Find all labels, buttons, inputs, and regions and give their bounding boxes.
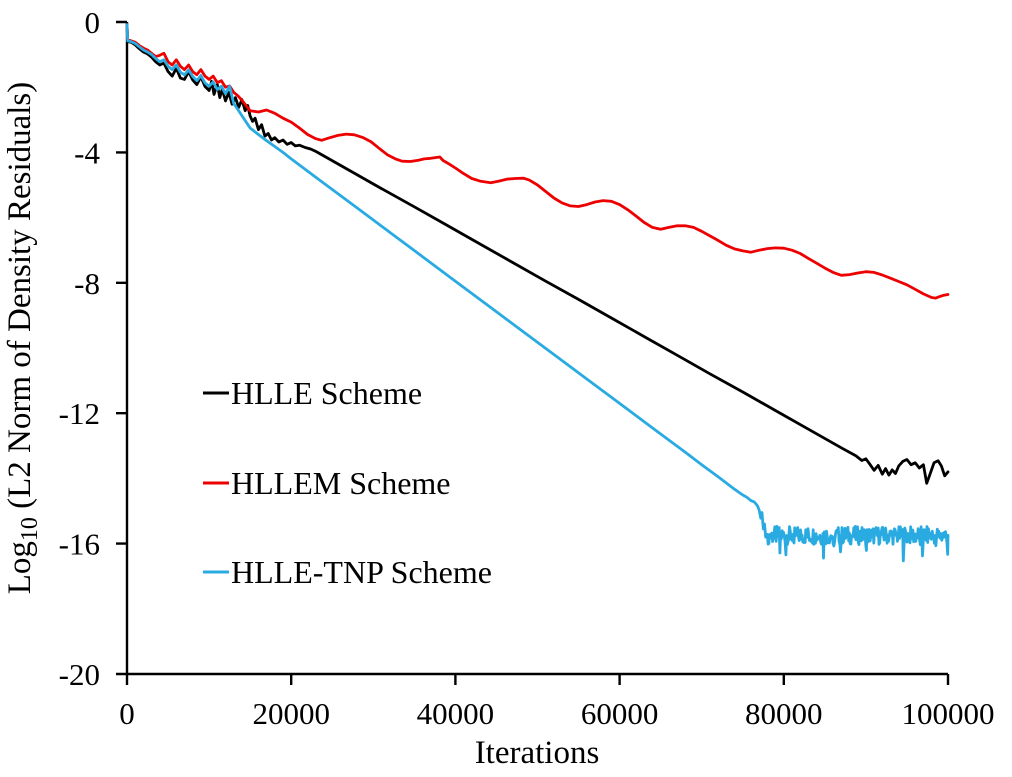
legend-label-hlle: HLLE Scheme: [231, 375, 422, 411]
x-tick-label: 60000: [581, 696, 659, 731]
y-tick-label: -12: [59, 396, 100, 431]
y-tick-label: -16: [59, 527, 100, 562]
y-tick-label: -20: [59, 657, 100, 692]
plot-area: 0 20000 40000 60000 80000 100000 0 -4 -8 -12 -16 -2…: [59, 5, 995, 731]
series-line-1: [125, 23, 950, 300]
legend-item-hlle: HLLE Scheme: [203, 375, 422, 411]
series-line-0: [125, 23, 950, 485]
x-tick-label: 40000: [417, 696, 495, 731]
y-axis-label: Log10 (L2 Norm of Density Residuals): [2, 82, 43, 595]
legend: HLLE Scheme HLLEM Scheme HLLE-TNP Scheme: [203, 375, 492, 590]
axes: [116, 20, 950, 685]
x-axis-label: Iterations: [475, 735, 600, 771]
legend-item-hllem: HLLEM Scheme: [203, 465, 451, 501]
series-line-2: [125, 23, 950, 563]
y-tick-label: -8: [74, 266, 100, 301]
legend-item-hlle-tnp: HLLE-TNP Scheme: [203, 554, 492, 590]
legend-label-hllem: HLLEM Scheme: [231, 465, 451, 501]
x-tick-label: 80000: [745, 696, 823, 731]
x-tick-label: 20000: [252, 696, 330, 731]
y-tick-label: 0: [85, 5, 101, 40]
y-tick-label: -4: [74, 135, 100, 170]
x-tick-label: 0: [119, 696, 135, 731]
x-tick-label: 100000: [902, 696, 995, 731]
legend-label-hlle-tnp: HLLE-TNP Scheme: [231, 554, 492, 590]
